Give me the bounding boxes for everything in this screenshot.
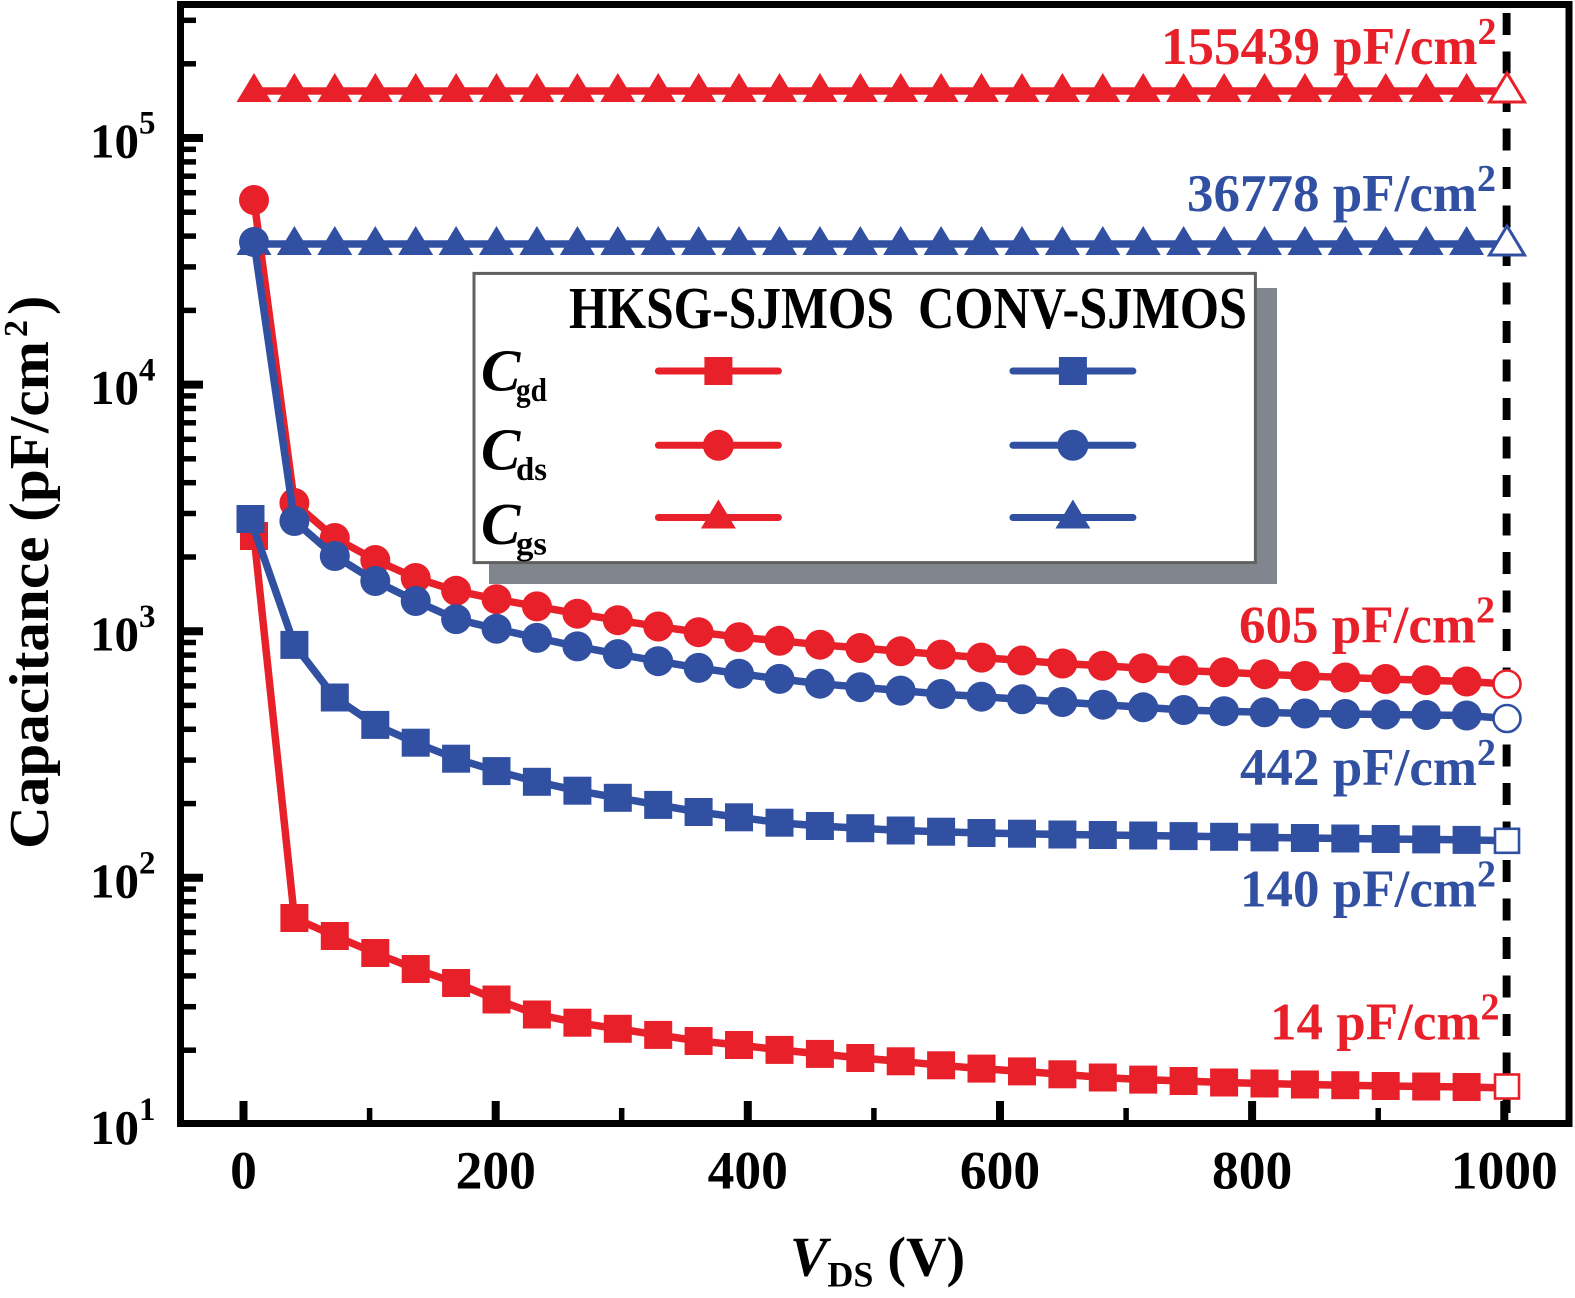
svg-text:VDS (V): VDS (V): [790, 1227, 965, 1294]
svg-text:400: 400: [708, 1141, 788, 1201]
svg-text:gs: gs: [516, 527, 547, 563]
svg-text:0: 0: [230, 1141, 257, 1201]
svg-text:200: 200: [456, 1141, 536, 1201]
svg-text:gd: gd: [516, 373, 547, 409]
svg-text:Capacitance (pF/cm: Capacitance (pF/cm: [0, 341, 61, 849]
svg-text:C: C: [481, 416, 521, 482]
svg-text:800: 800: [1212, 1141, 1292, 1201]
svg-text:105: 105: [90, 106, 156, 169]
svg-text:101: 101: [90, 1092, 156, 1155]
svg-text:600: 600: [960, 1141, 1040, 1201]
svg-text:HKSG-SJMOS: HKSG-SJMOS: [569, 275, 894, 341]
svg-text:140 pF/cm2: 140 pF/cm2: [1240, 854, 1496, 919]
svg-text:C: C: [481, 491, 521, 557]
svg-text:442 pF/cm2: 442 pF/cm2: [1240, 732, 1496, 797]
svg-text:155439 pF/cm2: 155439 pF/cm2: [1161, 11, 1497, 76]
svg-text:1000: 1000: [1451, 1141, 1558, 1201]
svg-text:14 pF/cm2: 14 pF/cm2: [1270, 987, 1500, 1052]
svg-text:ds: ds: [516, 452, 547, 488]
svg-text:CONV-SJMOS: CONV-SJMOS: [918, 275, 1247, 341]
svg-text:C: C: [481, 338, 521, 404]
svg-text:): ): [0, 296, 61, 315]
svg-text:605 pF/cm2: 605 pF/cm2: [1239, 590, 1495, 655]
svg-text:36778 pF/cm2: 36778 pF/cm2: [1187, 158, 1496, 223]
svg-text:2: 2: [0, 320, 35, 337]
